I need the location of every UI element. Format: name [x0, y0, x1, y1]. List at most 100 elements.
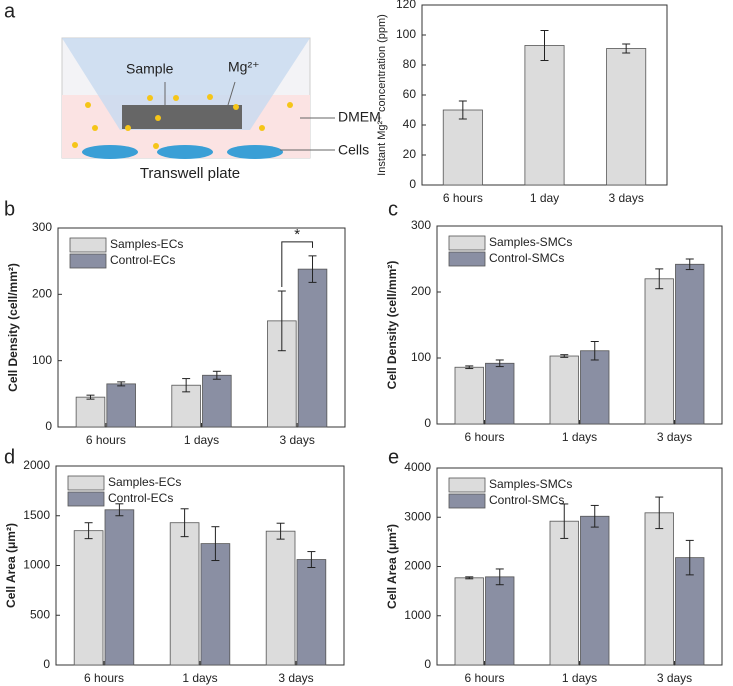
significance-bracket: [281, 241, 314, 288]
panel-label: e: [388, 446, 399, 468]
error-bar: [590, 504, 599, 528]
y-tick-label: 300: [32, 220, 52, 234]
y-axis-label: Cell Area (μm²): [4, 523, 18, 608]
y-tick-label: 40: [403, 117, 417, 131]
y-tick-label: 60: [403, 87, 417, 101]
y-tick-label: 200: [411, 284, 431, 298]
error-bar: [622, 43, 631, 54]
error-bar: [276, 522, 285, 540]
y-tick-label: 300: [411, 218, 431, 232]
cell: [227, 145, 283, 159]
y-tick-label: 0: [424, 416, 431, 430]
x-tick-label: 1 day: [530, 191, 559, 205]
error-bar: [655, 496, 664, 530]
legend-swatch: [448, 493, 486, 509]
y-tick-label: 0: [43, 657, 50, 671]
y-tick-label: 2000: [404, 559, 431, 573]
y-tick-label: 100: [396, 27, 416, 41]
bar: [580, 350, 610, 425]
legend-swatch: [69, 253, 107, 269]
error-bar: [115, 503, 124, 517]
error-bar: [590, 341, 599, 361]
error-bar: [180, 508, 189, 538]
y-tick-label: 100: [32, 353, 52, 367]
error-bar: [212, 370, 221, 380]
bar: [549, 520, 579, 666]
legend-swatch: [69, 237, 107, 253]
caption: Transwell plate: [140, 165, 240, 182]
bar: [75, 396, 106, 428]
x-tick-label: 1 days: [562, 430, 597, 444]
y-tick-label: 0: [424, 657, 431, 671]
bar: [73, 530, 104, 666]
x-tick-label: 6 hours: [86, 433, 126, 447]
bar: [606, 48, 647, 186]
annotation: *: [294, 226, 300, 243]
bar: [485, 362, 515, 425]
error-bar: [458, 100, 467, 120]
y-tick-label: 3000: [404, 509, 431, 523]
error-bar: [84, 522, 93, 540]
error-bar: [308, 255, 317, 283]
legend-swatch: [67, 491, 105, 507]
legend-label: Samples-ECs: [108, 475, 181, 489]
error-bar: [685, 258, 694, 271]
bar: [104, 509, 135, 666]
y-tick-label: 4000: [404, 460, 431, 474]
y-tick-label: 2000: [23, 458, 50, 472]
legend-label: Samples-SMCs: [489, 235, 572, 249]
label: Cells: [338, 142, 369, 158]
error-bar: [465, 576, 474, 580]
sample-disc: [122, 105, 242, 129]
legend-swatch: [448, 235, 486, 251]
schematic: a Sample Mg²⁺ DMEM Cells Transwell plate: [4, 0, 381, 182]
y-tick-label: 200: [32, 287, 52, 301]
panel-label: b: [4, 198, 15, 220]
y-tick-label: 1000: [23, 558, 50, 572]
bar: [549, 355, 579, 425]
bar: [296, 559, 327, 666]
bar: [675, 557, 705, 666]
error-bar: [560, 354, 569, 358]
arrow: [227, 81, 236, 106]
legend-label: Control-SMCs: [489, 251, 564, 265]
panel-label: c: [388, 198, 398, 220]
x-tick-label: 3 days: [657, 430, 692, 444]
label: DMEM: [338, 109, 381, 125]
bar: [454, 366, 484, 425]
legend-label: Samples-SMCs: [489, 477, 572, 491]
bar: [265, 530, 296, 666]
y-axis-label: Cell Density (cell/mm²): [6, 263, 20, 392]
bar: [580, 515, 610, 666]
error-bar: [655, 268, 664, 290]
bar: [675, 263, 705, 425]
x-tick-label: 1 days: [184, 433, 219, 447]
y-tick-label: 0: [45, 419, 52, 433]
y-tick-label: 80: [403, 57, 417, 71]
label: Mg²⁺: [228, 59, 260, 75]
legend-label: Control-ECs: [108, 491, 173, 505]
y-axis-label: Instant Mg²⁺ concentration (ppm): [376, 14, 388, 176]
x-tick-label: 3 days: [608, 191, 643, 205]
legend-label: Control-SMCs: [489, 493, 564, 507]
error-bar: [307, 551, 316, 568]
bar: [200, 543, 231, 666]
y-axis-label: Cell Area (μm²): [385, 524, 399, 609]
legend-swatch: [448, 477, 486, 493]
legend-swatch: [67, 475, 105, 491]
x-tick-label: 6 hours: [464, 671, 504, 685]
bar: [202, 374, 232, 428]
error-bar: [495, 568, 504, 586]
x-tick-label: 1 days: [182, 671, 217, 685]
legend-swatch: [448, 251, 486, 267]
y-tick-label: 20: [403, 147, 417, 161]
bar: [169, 522, 200, 666]
x-tick-label: 3 days: [278, 671, 313, 685]
error-bar: [182, 378, 191, 393]
legend-label: Samples-ECs: [110, 237, 183, 251]
error-bar: [495, 359, 504, 368]
bar: [106, 383, 136, 428]
y-tick-label: 100: [411, 350, 431, 364]
error-bar: [685, 539, 694, 576]
